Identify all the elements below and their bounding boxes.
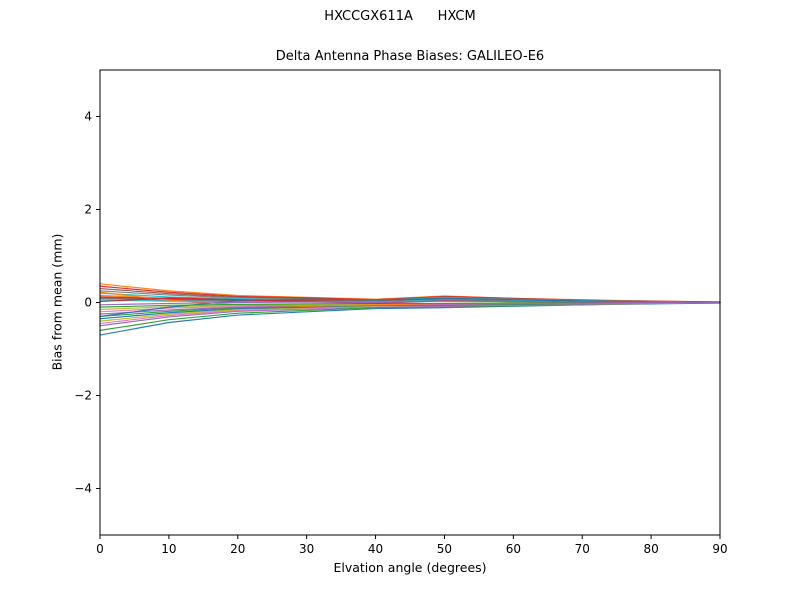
y-tick-label: −2 bbox=[74, 389, 92, 403]
y-axis-label: Bias from mean (mm) bbox=[49, 233, 65, 371]
y-tick-label: −4 bbox=[74, 482, 92, 496]
series-line-25 bbox=[99, 300, 721, 306]
x-tick-label: 80 bbox=[643, 542, 658, 556]
x-tick-label: 10 bbox=[161, 542, 176, 556]
x-tick-label: 20 bbox=[230, 542, 245, 556]
x-tick-label: 0 bbox=[96, 542, 104, 556]
figure-suptitle: HXCCGX611A HXCM bbox=[324, 9, 476, 24]
axes-title: Delta Antenna Phase Biases: GALILEO-E6 bbox=[275, 49, 545, 64]
y-tick-label: 4 bbox=[84, 110, 92, 124]
x-tick-label: 90 bbox=[712, 542, 727, 556]
x-tick-label: 30 bbox=[299, 542, 314, 556]
x-tick-label: 40 bbox=[368, 542, 383, 556]
x-axis-label: Elvation angle (degrees) bbox=[333, 560, 487, 575]
y-tick-label: 0 bbox=[84, 296, 92, 310]
x-tick-label: 50 bbox=[437, 542, 452, 556]
x-tick-label: 70 bbox=[575, 542, 590, 556]
y-tick-label: 2 bbox=[84, 203, 92, 217]
series-line-21 bbox=[99, 297, 721, 318]
x-tick-label: 60 bbox=[506, 542, 521, 556]
